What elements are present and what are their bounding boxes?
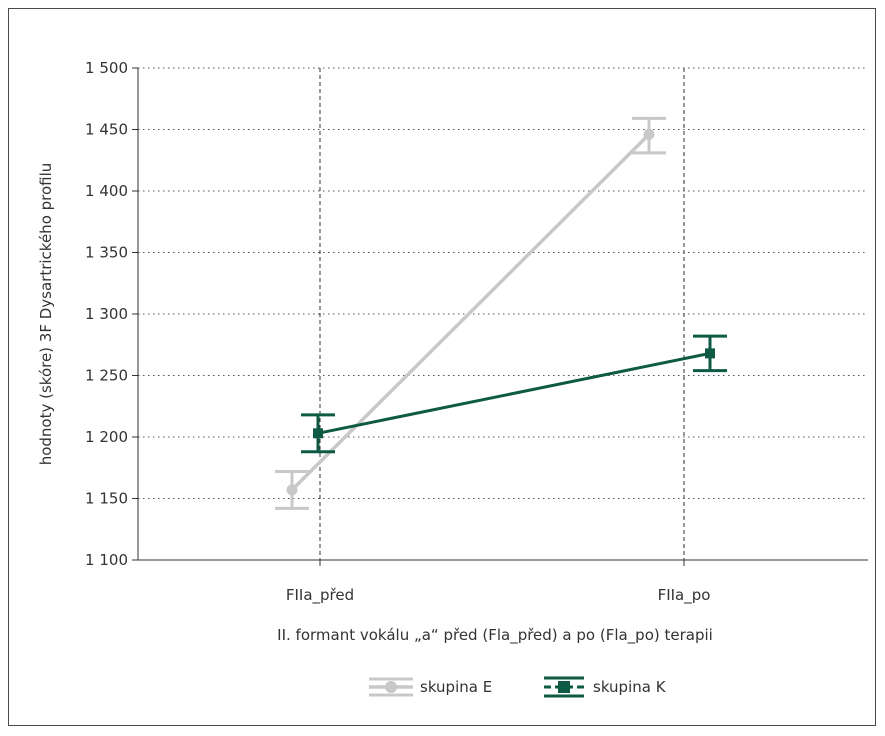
data-point (705, 348, 715, 359)
series-layer (275, 116, 727, 510)
legend: skupina E skupina K (369, 676, 667, 698)
grid-layer (138, 67, 868, 560)
series-skupina-e (275, 116, 666, 510)
labels-layer: 1 100 1 150 1 200 1 250 1 300 1 350 1 400 1 450… (37, 59, 713, 645)
x-tick-label: FIIa_před (286, 586, 354, 605)
legend-marker (558, 681, 570, 693)
series-line (317, 351, 711, 435)
axes-layer (132, 67, 868, 566)
y-tick-label: 1 300 (85, 305, 128, 323)
y-tick-label: 1 500 (85, 59, 128, 77)
data-point (643, 128, 655, 140)
legend-item-skupina-e: skupina E (369, 677, 492, 697)
legend-label: skupina K (593, 678, 667, 696)
y-tick-label: 1 400 (85, 182, 128, 200)
y-tick-label: 1 200 (85, 428, 128, 446)
legend-item-skupina-k: skupina K (544, 676, 667, 698)
x-axis-title: II. formant vokálu „a“ před (Fla_před) a… (277, 626, 713, 645)
data-point (313, 428, 323, 439)
y-tick-label: 1 150 (85, 490, 128, 508)
series-line (290, 133, 651, 492)
y-tick-label: 1 250 (85, 367, 128, 385)
series-skupina-k (301, 334, 727, 454)
legend-label: skupina E (420, 678, 492, 696)
chart-frame (8, 8, 876, 726)
y-tick-label: 1 450 (85, 121, 128, 139)
legend-marker (385, 681, 397, 693)
y-axis-title: hodnoty (skóre) 3F Dysartrického profilu (37, 163, 55, 466)
y-tick-label: 1 350 (85, 244, 128, 262)
y-tick-label: 1 100 (85, 551, 128, 569)
data-point (286, 484, 298, 496)
x-tick-label: FIIa_po (658, 586, 711, 605)
